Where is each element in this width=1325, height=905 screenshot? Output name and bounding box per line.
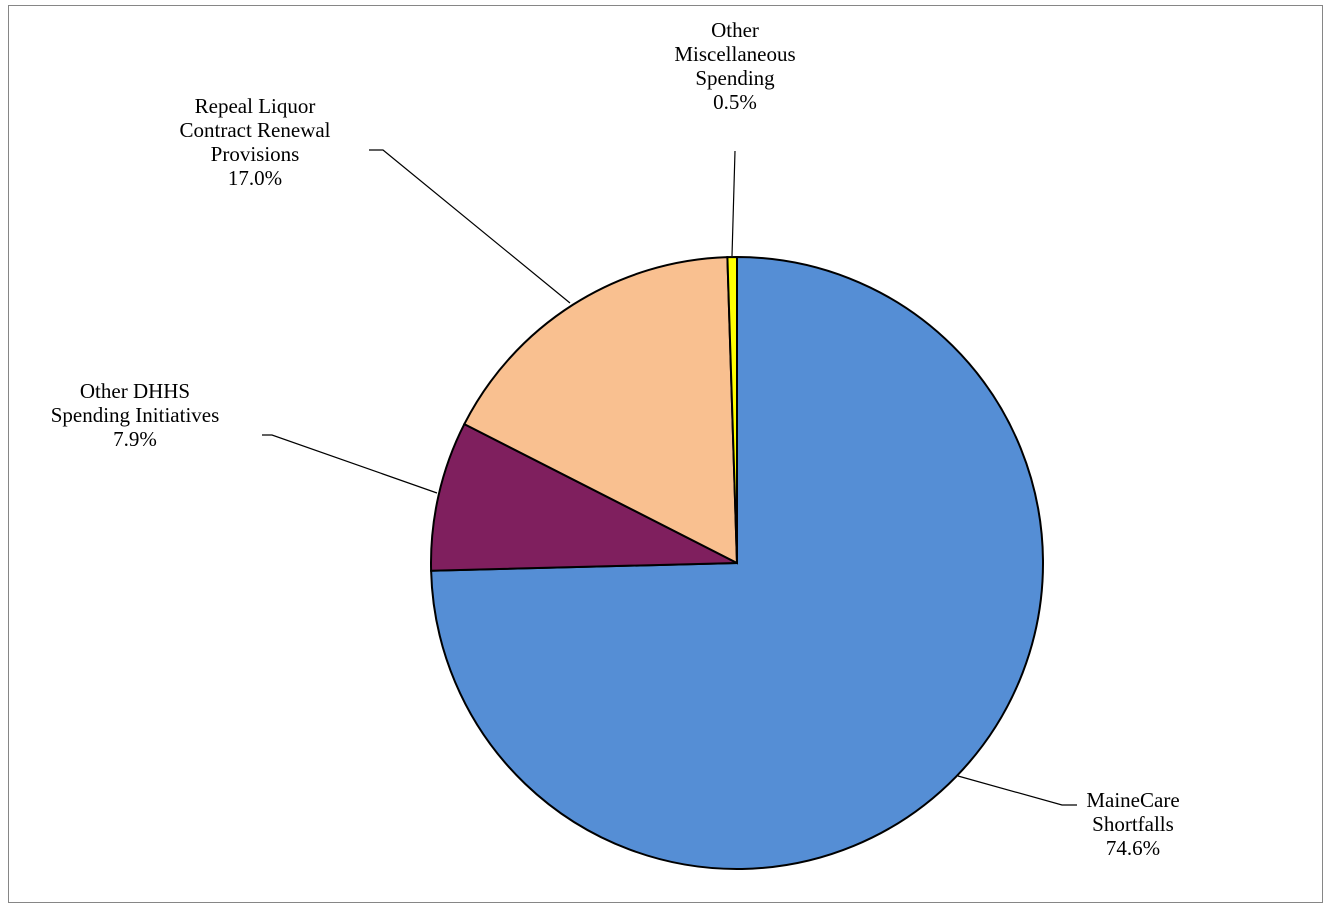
data-label-liquor: Repeal Liquor Contract Renewal Provision… — [179, 94, 331, 190]
leader-line-maincare — [957, 775, 1077, 806]
data-label-misc: Other Miscellaneous Spending 0.5% — [674, 18, 796, 114]
leader-line-liquor — [369, 149, 571, 304]
leader-line-dhhs — [262, 434, 438, 494]
leader-lines — [262, 149, 1077, 806]
data-label-dhhs: Other DHHS Spending Initiatives 7.9% — [50, 379, 220, 451]
pie-slice-misc — [726, 255, 738, 564]
pie-slice-dhhs — [430, 422, 738, 572]
data-label-maincare: MaineCare Shortfalls 74.6% — [1086, 788, 1180, 860]
pie-slices — [430, 255, 1044, 870]
leader-line-misc — [731, 150, 736, 257]
pie-slice-liquor — [463, 256, 739, 565]
